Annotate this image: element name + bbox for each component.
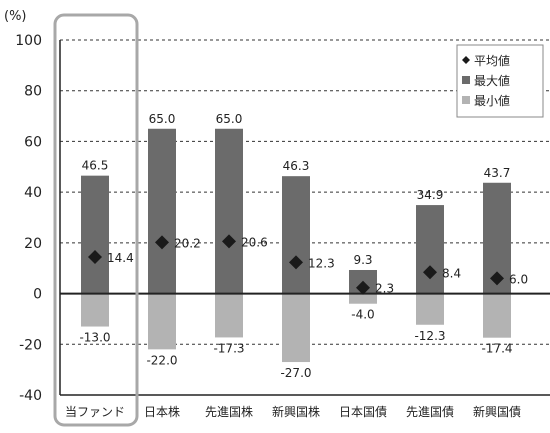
x-tick-label: 新興国株 [272, 404, 320, 419]
bar-min [282, 293, 310, 363]
max-label: 34.9 [417, 188, 444, 202]
max-label: 65.0 [149, 112, 176, 126]
bar-min [416, 293, 444, 325]
max-label: 9.3 [353, 253, 372, 267]
y-tick-label: -20 [19, 337, 42, 353]
min-label: -12.3 [414, 329, 445, 343]
max-label: 65.0 [216, 112, 243, 126]
avg-marker [356, 280, 370, 295]
avg-label: 20.6 [241, 235, 268, 249]
y-tick-label: 40 [24, 185, 42, 201]
max-label: 46.3 [283, 159, 310, 173]
bar-min [148, 293, 176, 350]
avg-marker [155, 235, 169, 250]
legend-min-label: 最小値 [474, 93, 510, 108]
bar-max [148, 128, 176, 294]
legend-max-label: 最大値 [474, 73, 510, 88]
avg-marker [490, 271, 504, 286]
min-label: -17.3 [213, 341, 244, 355]
bar-min [483, 293, 511, 338]
avg-label: 8.4 [442, 266, 461, 280]
legend-avg-label: 平均値 [474, 53, 510, 68]
y-tick-label: 20 [24, 236, 42, 252]
avg-marker [88, 250, 102, 265]
min-label: -4.0 [351, 308, 374, 322]
min-label: -27.0 [280, 366, 311, 380]
avg-label: 20.2 [174, 236, 201, 250]
legend-max-swatch [462, 76, 470, 84]
legend-min-swatch [462, 96, 470, 104]
avg-marker [222, 234, 236, 249]
avg-marker [423, 265, 437, 280]
y-tick-label: 0 [33, 287, 42, 303]
y-unit-label: (%) [4, 9, 27, 24]
x-tick-label: 当ファンド [65, 405, 125, 419]
min-label: -17.4 [481, 342, 512, 356]
highlight-frame [53, 13, 139, 427]
bar-max [282, 176, 310, 294]
max-label: 46.5 [82, 159, 109, 173]
avg-marker [289, 255, 303, 270]
y-tick-label: 100 [15, 33, 42, 49]
min-label: -22.0 [146, 353, 177, 367]
x-tick-label: 日本国債 [339, 404, 387, 419]
max-label: 43.7 [484, 166, 511, 180]
y-tick-label: 60 [24, 134, 42, 150]
x-tick-label: 日本株 [144, 404, 180, 419]
legend-avg-swatch [462, 56, 470, 64]
bar-min [349, 293, 377, 304]
bar-min [81, 293, 109, 327]
x-tick-label: 先進国株 [205, 404, 253, 419]
bar-max [416, 205, 444, 294]
x-tick-label: 新興国債 [473, 404, 521, 419]
x-tick-label: 先進国債 [406, 404, 454, 419]
y-tick-label: 80 [24, 84, 42, 100]
avg-label: 12.3 [308, 256, 335, 270]
min-label: -13.0 [79, 331, 110, 345]
avg-label: 6.0 [509, 272, 528, 286]
avg-label: 2.3 [375, 282, 394, 296]
legend-box [456, 44, 544, 118]
bar-min [215, 293, 243, 338]
bar-max [81, 175, 109, 294]
avg-label: 14.4 [107, 251, 134, 265]
bar-max [215, 128, 243, 294]
y-tick-label: -40 [19, 388, 42, 404]
